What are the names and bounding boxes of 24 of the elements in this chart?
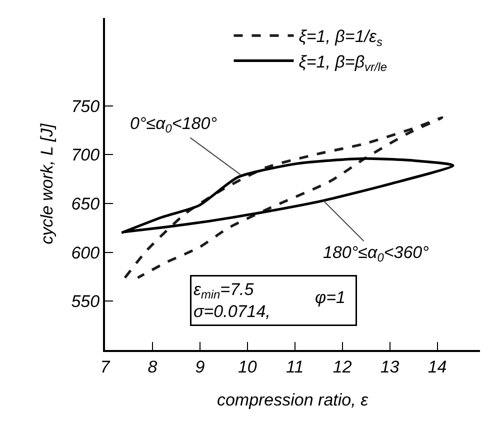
legend-label: ξ=1, β=β$_{vr/le}$ [298, 52, 388, 74]
x-tick-label: 8 [148, 357, 158, 376]
x-tick-label: 13 [380, 357, 400, 376]
x-tick-label: 14 [428, 357, 447, 376]
y-tick-label: 550 [71, 292, 100, 312]
line-series [120, 157, 454, 234]
y-tick-label: 650 [71, 194, 100, 214]
y-tick-label: 750 [71, 96, 100, 116]
annotation: 180°≤α$_{0}$<360° [323, 243, 430, 265]
y-tick-label: 600 [71, 243, 100, 262]
x-axis-title: compression ratio, ε [216, 390, 369, 410]
legend-label: ξ=1, β=1/ε$_{s}$ [298, 27, 382, 49]
y-tick-label: 700 [71, 146, 100, 165]
x-tick-label: 9 [195, 357, 206, 376]
line-series [124, 116, 444, 280]
x-tick-label: 7 [100, 357, 110, 376]
y-axis-title: cycle work, L [J] [37, 122, 56, 244]
annotation: φ=1 [315, 288, 346, 307]
annotation: 0°≤α$_{0}$<180° [130, 114, 218, 136]
x-tick-label: 11 [286, 357, 304, 376]
x-tick-label: 12 [332, 357, 352, 376]
x-tick-label: 10 [238, 357, 258, 376]
annotation: σ=0.0714, [194, 302, 270, 322]
annotation: ε$_{min}$=7.5 [194, 280, 254, 302]
